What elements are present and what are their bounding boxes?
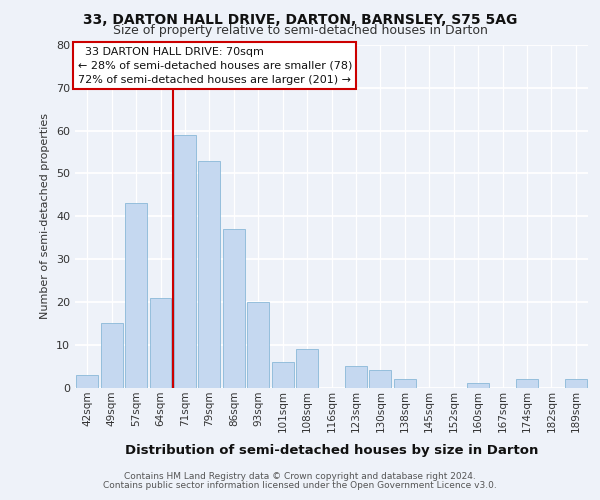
Bar (76, 374, 98, 388)
Text: Contains public sector information licensed under the Open Government Licence v3: Contains public sector information licen… (103, 481, 497, 490)
Bar (345, 366, 367, 388)
Bar (223, 229, 245, 388)
Bar (272, 362, 293, 388)
Bar (370, 370, 391, 388)
Bar (565, 379, 587, 388)
Bar (467, 383, 489, 388)
Text: 33, DARTON HALL DRIVE, DARTON, BARNSLEY, S75 5AG: 33, DARTON HALL DRIVE, DARTON, BARNSLEY,… (83, 12, 517, 26)
Bar (101, 324, 122, 388)
Bar (516, 379, 538, 388)
Bar (247, 302, 269, 388)
X-axis label: Distribution of semi-detached houses by size in Darton: Distribution of semi-detached houses by … (125, 444, 538, 456)
Bar (174, 135, 196, 388)
Text: 33 DARTON HALL DRIVE: 70sqm
← 28% of semi-detached houses are smaller (78)
72% o: 33 DARTON HALL DRIVE: 70sqm ← 28% of sem… (77, 46, 352, 84)
Bar (394, 379, 416, 388)
Text: Contains HM Land Registry data © Crown copyright and database right 2024.: Contains HM Land Registry data © Crown c… (124, 472, 476, 481)
Bar (199, 160, 220, 388)
Bar (149, 298, 172, 388)
Text: Size of property relative to semi-detached houses in Darton: Size of property relative to semi-detach… (113, 24, 487, 37)
Bar (296, 349, 318, 388)
Y-axis label: Number of semi-detached properties: Number of semi-detached properties (40, 114, 50, 320)
Bar (125, 204, 147, 388)
